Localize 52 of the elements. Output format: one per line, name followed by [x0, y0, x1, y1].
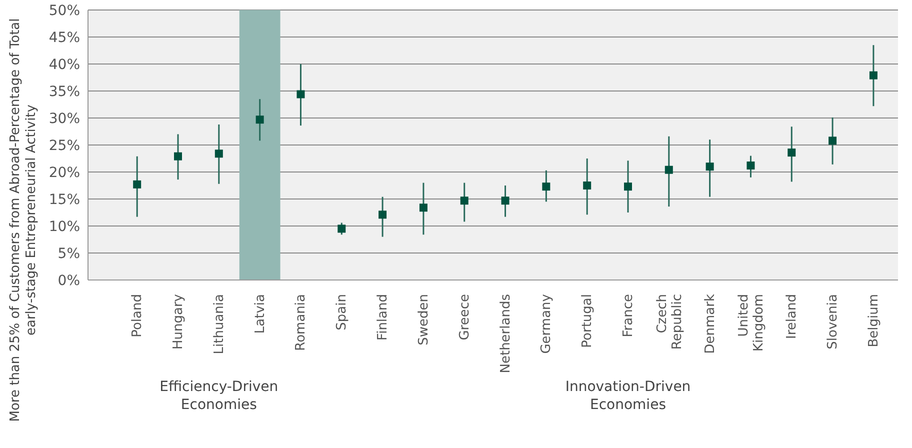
point	[501, 196, 510, 205]
x-tick-label: Finland	[376, 294, 391, 340]
y-tick-label: 30%	[48, 110, 80, 127]
point	[460, 196, 468, 205]
y-tick-label: 25%	[48, 138, 80, 154]
x-tick-label: Greece	[457, 294, 472, 340]
y-axis-title: More than 25% of Customers from Abroad-Percentage of Total early-stage Entrepreneurial Activity	[8, 17, 40, 424]
x-tick-label: Spain	[334, 294, 350, 330]
text: Innovation-Driven Economies	[564, 378, 692, 414]
point	[256, 116, 264, 124]
x-tick-label: Belgium	[866, 294, 882, 348]
point	[746, 162, 755, 170]
x-tick-label: Denmark	[702, 294, 718, 354]
y-tick-label: 50%	[48, 2, 80, 19]
x-tick-label: Romania	[294, 294, 309, 351]
point	[828, 136, 837, 145]
x-tick-label: Sweden	[416, 294, 432, 346]
x-tick-label: United Kingdom	[736, 294, 767, 352]
point	[133, 180, 142, 188]
point	[706, 162, 714, 171]
point	[624, 182, 632, 191]
x-tick-label: France	[621, 294, 636, 338]
x-tick-label: Lithuania	[212, 294, 227, 354]
point	[214, 150, 223, 158]
point	[296, 90, 305, 98]
x-tick-label: Germany	[539, 294, 554, 354]
x-tick-label: Ireland	[784, 294, 800, 339]
point	[174, 152, 182, 160]
point	[338, 224, 346, 233]
y-tick-label: 45%	[48, 30, 80, 46]
point	[869, 71, 878, 80]
point	[378, 210, 387, 219]
point	[583, 182, 592, 190]
x-tick-label: Latvia	[252, 294, 268, 334]
point	[542, 182, 550, 191]
x-tick-label: Slovenia	[826, 294, 841, 350]
point	[788, 148, 796, 157]
y-tick-label: 0%	[58, 272, 80, 289]
y-tick-label: 15%	[48, 192, 80, 208]
point	[664, 166, 673, 174]
y-tick-label: 20%	[48, 164, 80, 181]
y-tick-label: 5%	[58, 246, 80, 262]
y-tick-label: 10%	[48, 218, 80, 235]
text: Efficiency-Driven Economies	[158, 378, 280, 414]
x-tick-label: Czech Republic	[654, 294, 685, 350]
x-tick-label: Netherlands	[498, 294, 514, 374]
x-tick-label: Hungary	[171, 294, 186, 350]
y-tick-label: 40%	[48, 56, 80, 73]
x-tick-label: Poland	[130, 294, 146, 338]
y-tick-label: 35%	[48, 84, 80, 100]
x-tick-label: Portugal	[580, 294, 596, 348]
point	[419, 204, 428, 212]
